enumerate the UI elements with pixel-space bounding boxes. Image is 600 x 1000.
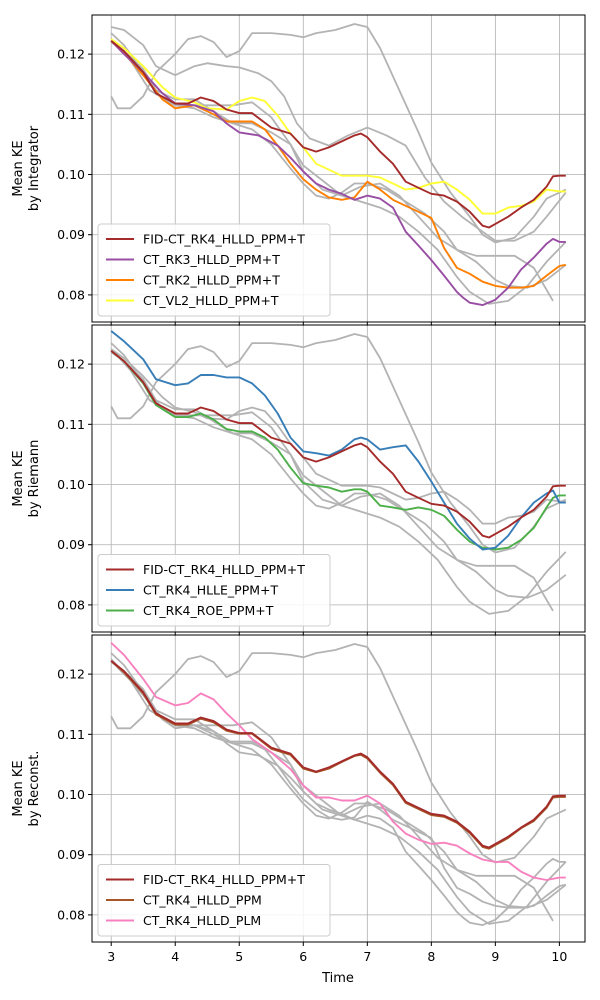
series-line bbox=[110, 660, 566, 850]
legend-entry: FID-CT_RK4_HLLD_PPM+T bbox=[143, 562, 305, 577]
y-axis-label: by Integrator bbox=[27, 125, 42, 211]
series-line bbox=[110, 350, 566, 539]
y-tick-label: 0.10 bbox=[57, 477, 85, 492]
panel-3: 0.08 0.09 0.10 0.11 0.12 3 4 5 6 7 8 9 10 Mean KE by R… bbox=[11, 634, 586, 964]
y-tick-label: 0.09 bbox=[57, 847, 85, 862]
background-series-line bbox=[110, 23, 567, 244]
series-line bbox=[110, 330, 566, 551]
y-tick-label: 0.10 bbox=[57, 167, 85, 182]
background-series-line bbox=[110, 333, 567, 554]
x-tick-label: 10 bbox=[551, 949, 567, 964]
y-axis-label: by Riemann bbox=[27, 440, 42, 518]
series-line bbox=[110, 40, 566, 289]
legend: FID-CT_RK4_HLLD_PPM+T CT_RK4_HLLD_PPM CT_R… bbox=[97, 864, 331, 937]
y-tick-label: 0.08 bbox=[57, 597, 85, 612]
background-series-line bbox=[110, 661, 567, 909]
y-axis-label: Mean KE bbox=[11, 760, 26, 816]
background-series-line bbox=[110, 660, 566, 926]
x-tick-label: 9 bbox=[491, 949, 499, 964]
legend-entry: CT_VL2_HLLD_PPM+T bbox=[143, 293, 279, 308]
x-axis-label: Time bbox=[321, 971, 354, 986]
y-axis-label: by Reconst. bbox=[27, 751, 42, 827]
y-tick-label: 0.12 bbox=[57, 47, 85, 62]
x-tick-label: 4 bbox=[171, 949, 179, 964]
series-line bbox=[110, 40, 566, 229]
series-line bbox=[110, 38, 566, 215]
legend-entry: CT_RK4_ROE_PPM+T bbox=[143, 603, 274, 618]
y-tick-label: 0.10 bbox=[57, 787, 85, 802]
legend-box bbox=[97, 864, 331, 937]
legend: FID-CT_RK4_HLLD_PPM+T CT_RK3_HLLD_PPM+T CT… bbox=[97, 223, 331, 317]
series-line bbox=[110, 660, 566, 849]
legend-entry: CT_RK4_HLLE_PPM+T bbox=[143, 583, 279, 598]
background-series-line bbox=[110, 660, 566, 909]
legend-entry: CT_RK4_HLLD_PPM bbox=[143, 893, 262, 908]
background-series-line bbox=[110, 348, 566, 525]
x-tick-label: 7 bbox=[363, 949, 371, 964]
y-tick-label: 0.08 bbox=[57, 287, 85, 302]
legend-entry: FID-CT_RK4_HLLD_PPM+T bbox=[143, 232, 305, 247]
background-series-line bbox=[110, 342, 554, 612]
series-line bbox=[110, 642, 566, 881]
x-tick-label: 8 bbox=[427, 949, 435, 964]
x-tick-label: 6 bbox=[299, 949, 307, 964]
y-tick-label: 0.11 bbox=[57, 417, 85, 432]
legend-entry: FID-CT_RK4_HLLD_PPM+T bbox=[143, 872, 305, 887]
y-axis-label: Mean KE bbox=[11, 450, 26, 506]
series-line bbox=[110, 350, 566, 551]
legend-entry: CT_RK3_HLLD_PPM+T bbox=[143, 252, 280, 267]
background-series-line bbox=[110, 26, 567, 242]
legend-entry: CT_RK2_HLLD_PPM+T bbox=[143, 273, 280, 288]
series-line bbox=[110, 40, 566, 307]
legend-box bbox=[97, 554, 331, 627]
y-tick-label: 0.09 bbox=[57, 227, 85, 242]
legend-entry: CT_RK4_HLLD_PLM bbox=[143, 913, 261, 928]
x-tick-label: 3 bbox=[107, 949, 115, 964]
legend-box bbox=[97, 223, 331, 317]
axes-frame bbox=[91, 634, 586, 943]
panel-2: 0.08 0.09 0.10 0.11 0.12 Mean KE by Riemann FID… bbox=[11, 324, 586, 636]
y-tick-label: 0.11 bbox=[57, 727, 85, 742]
legend: FID-CT_RK4_HLLD_PPM+T CT_RK4_HLLE_PPM+T CT… bbox=[97, 554, 331, 627]
background-series-line bbox=[110, 38, 567, 305]
panel-1: 0.08 0.09 0.10 0.11 0.12 Mean KE by Integrator… bbox=[11, 14, 586, 326]
y-tick-label: 0.12 bbox=[57, 667, 85, 682]
y-tick-label: 0.11 bbox=[57, 107, 85, 122]
y-tick-label: 0.08 bbox=[57, 907, 85, 922]
axes-frame bbox=[91, 14, 586, 323]
x-tick-label: 5 bbox=[235, 949, 243, 964]
background-series-line bbox=[110, 643, 567, 864]
axes-frame bbox=[91, 324, 586, 633]
y-tick-label: 0.12 bbox=[57, 357, 85, 372]
y-tick-label: 0.09 bbox=[57, 537, 85, 552]
y-axis-label: Mean KE bbox=[11, 140, 26, 196]
